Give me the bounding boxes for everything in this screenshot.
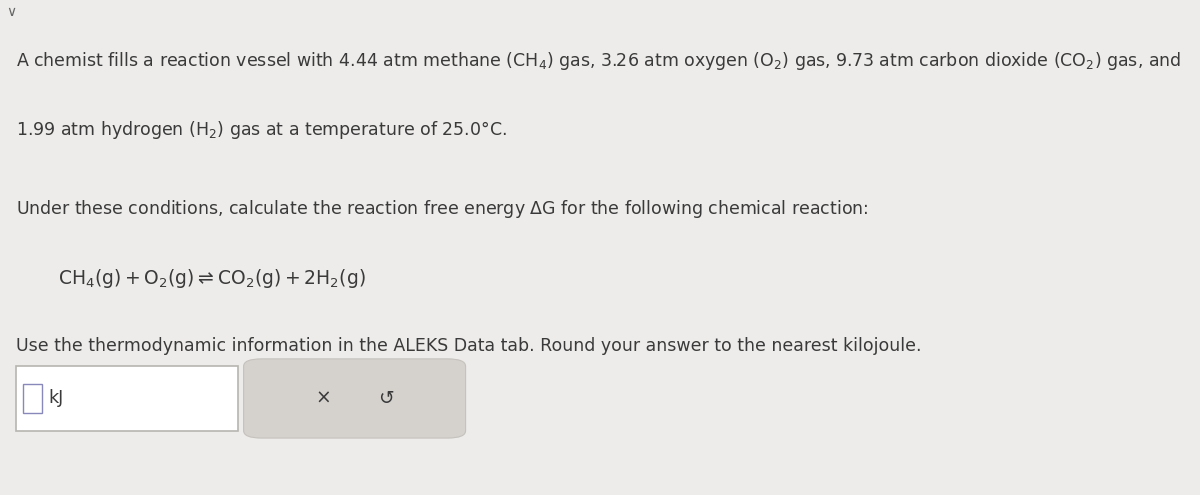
Text: ↺: ↺ (378, 389, 394, 408)
Text: Under these conditions, calculate the reaction free energy $\mathregular{\Delta : Under these conditions, calculate the re… (16, 198, 868, 220)
Text: 1.99 atm hydrogen $\mathregular{(H_2)}$ gas at a temperature of 25.0°C.: 1.99 atm hydrogen $\mathregular{(H_2)}$ … (16, 119, 506, 141)
FancyBboxPatch shape (244, 359, 466, 438)
Text: $\mathregular{CH_4(g) + O_2(g) \rightleftharpoons CO_2(g) + 2H_2(g)}$: $\mathregular{CH_4(g) + O_2(g) \rightlef… (58, 267, 365, 290)
Text: A chemist fills a reaction vessel with 4.44 atm methane $\mathregular{(CH_4)}$ g: A chemist fills a reaction vessel with 4… (16, 50, 1181, 71)
Text: ∨: ∨ (6, 5, 16, 19)
FancyBboxPatch shape (23, 384, 42, 413)
FancyBboxPatch shape (16, 366, 238, 431)
Text: Use the thermodynamic information in the ALEKS Data tab. Round your answer to th: Use the thermodynamic information in the… (16, 337, 922, 354)
Text: ×: × (316, 389, 331, 408)
Text: kJ: kJ (48, 390, 64, 407)
